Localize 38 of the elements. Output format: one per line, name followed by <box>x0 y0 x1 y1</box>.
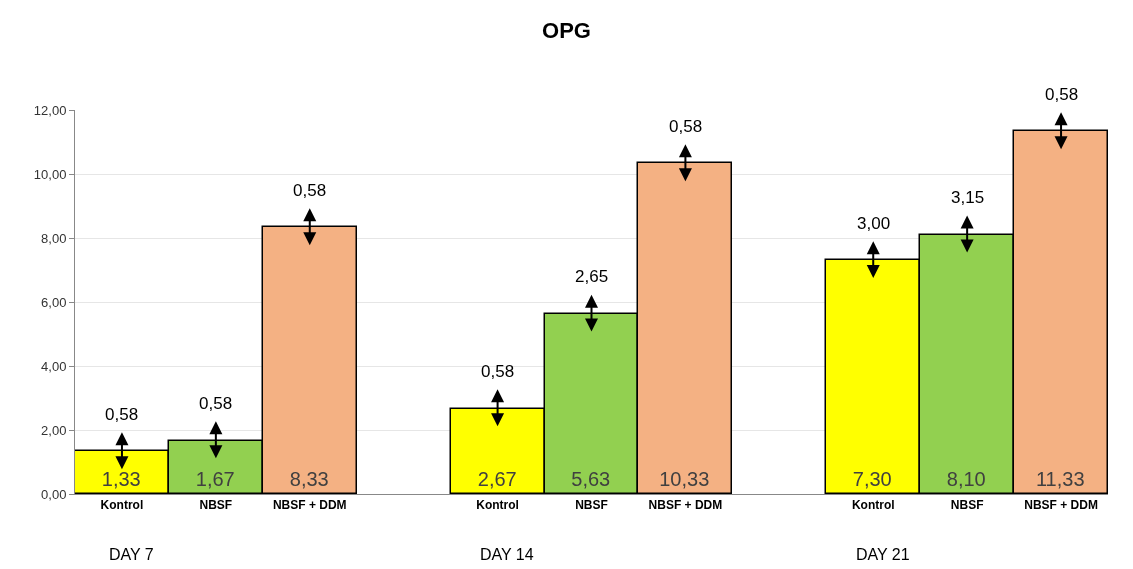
y-tick-label: 4,00 <box>41 358 67 374</box>
data-label: 8,10 <box>946 468 986 491</box>
data-label: 2,67 <box>477 468 517 491</box>
y-tick-label: 6,00 <box>41 294 67 310</box>
text: DAY 7 <box>109 546 154 563</box>
x-tick-label: NBSF <box>950 498 984 513</box>
y-tick-label: 0,00 <box>41 486 67 502</box>
annotation: 0,58 <box>1045 85 1079 104</box>
annotation: 0,58 <box>293 181 327 200</box>
data-label: 8,33 <box>289 468 329 491</box>
x-tick-label: NBSF <box>199 498 233 513</box>
x-tick-label: Kontrol <box>476 498 519 513</box>
x-tick-label: Kontrol <box>851 498 895 513</box>
x-tick-label: NBSF + DDM <box>1024 498 1098 513</box>
annotation: 3,15 <box>951 188 985 207</box>
annotation: 2,65 <box>575 267 609 286</box>
annotation: 0,58 <box>199 394 233 413</box>
annotation: 0,58 <box>481 362 515 381</box>
data-label: 1,67 <box>195 468 235 491</box>
x-tick-label: NBSF + DDM <box>648 498 723 513</box>
text: DAY 14 <box>480 546 534 563</box>
y-tick-label: 2,00 <box>41 422 67 438</box>
annotation: 0,58 <box>669 117 703 136</box>
data-label: 11,33 <box>1035 468 1085 491</box>
annotation: 3,00 <box>857 214 891 233</box>
y-tick-label: 12,00 <box>33 102 67 118</box>
annotation: 0,58 <box>105 405 139 424</box>
y-tick-label: 10,00 <box>33 166 67 182</box>
data-label: 5,63 <box>571 468 611 491</box>
chart-title: OPG <box>542 18 591 44</box>
data-label: 7,30 <box>852 468 892 491</box>
x-tick-label: Kontrol <box>100 498 144 513</box>
x-tick-label: NBSF <box>575 498 608 513</box>
y-tick-label: 8,00 <box>41 230 67 246</box>
text: DAY 21 <box>856 546 910 563</box>
data-label: 10,33 <box>659 468 710 491</box>
data-label: 1,33 <box>101 468 141 491</box>
x-tick-label: NBSF + DDM <box>272 498 347 513</box>
